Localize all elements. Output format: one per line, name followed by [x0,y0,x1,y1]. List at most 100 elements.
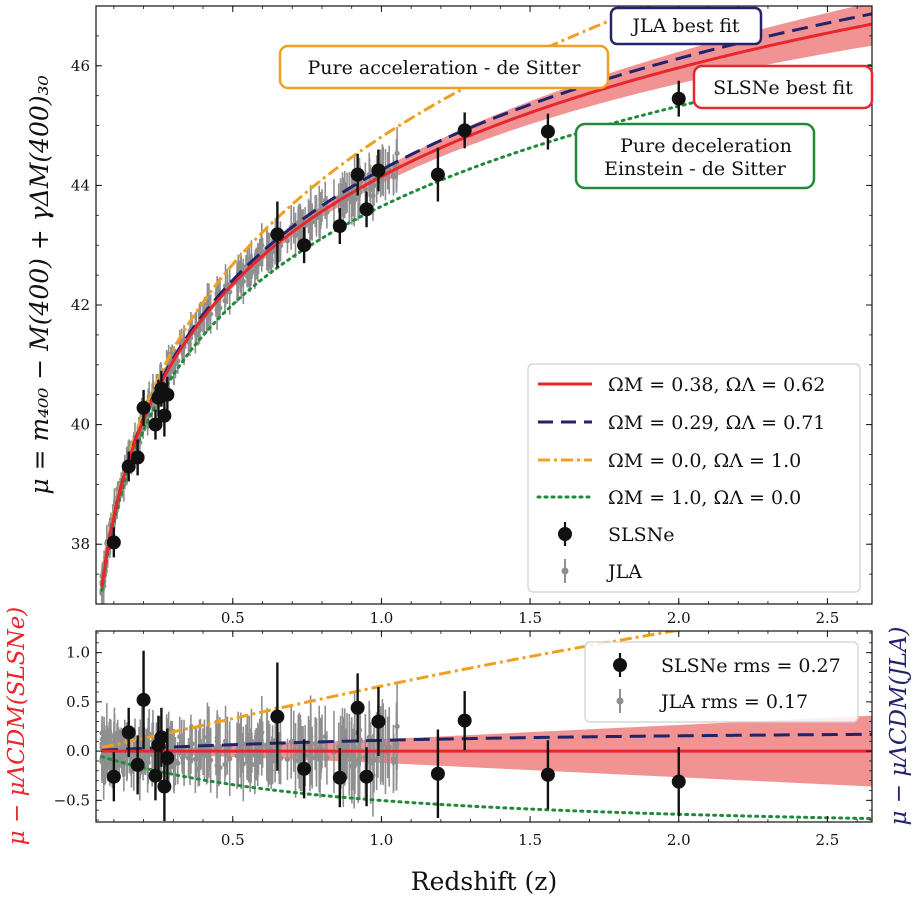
jla-point [252,268,258,274]
slsne-residual-point [540,767,555,782]
annotation-pure-acceleration-text: Pure acceleration - de Sitter [308,57,582,79]
x-axis-label: Redshift (z) [411,867,557,896]
x-tick-label: 1.5 [518,609,542,627]
jla-residual-point [140,753,146,759]
legend-label-best-fit-jla: ΩM = 0.29, ΩΛ = 0.71 [608,412,825,434]
jla-residual-point [270,752,276,758]
top-legend: ΩM = 0.38, ΩΛ = 0.62 ΩM = 0.29, ΩΛ = 0.7… [527,363,861,593]
slsne-residual-point [136,692,151,707]
jla-residual-point [371,757,377,763]
bottom-y-axis-label-left: μ − μΛCDM(SLSNe) [4,607,30,845]
jla-residual-point [391,759,397,765]
jla-residual-point [366,734,372,740]
legend-label-de-sitter: ΩM = 0.0, ΩΛ = 1.0 [608,450,801,472]
jla-residual-point [214,738,220,745]
y-tick-label: 42 [71,296,90,314]
jla-residual-point [313,752,320,758]
jla-point [349,199,355,205]
jla-residual-point [227,756,233,762]
slsne-point [148,417,163,432]
top-y-axis-label: μ = m₄₀₀ − M(400) + γΔM(400)₃₀ [25,75,54,494]
x-tick-label: 0.5 [221,609,245,627]
jla-point [195,332,201,338]
legend-swatch-jla-rms-marker [616,697,624,705]
slsne-residual-point [130,757,145,772]
legend-label-best-fit-slsne: ΩM = 0.38, ΩΛ = 0.62 [608,374,825,396]
jla-point [206,302,212,308]
slsne-point [297,238,312,253]
bottom-axis-ticks: 0.5 1.0 1.5 2.0 2.5 −0.5 0.0 0.5 1.0 [54,631,872,849]
annotation-jla-best-fit-text: JLA best fit [630,15,739,37]
slsne-point [130,450,145,465]
slsne-residual-point [332,770,347,785]
legend-label-einstein-de-sitter: ΩM = 1.0, ΩΛ = 0.0 [608,487,801,509]
bottom-legend-frame [584,641,859,723]
x-tick-label: 2.5 [815,609,839,627]
bottom-y-axis-label-right: μ − μΛCDM(JLA) [886,626,912,825]
jla-residual-point [177,734,183,740]
jla-residual-point [342,744,348,750]
jla-residual-point [288,739,294,745]
residual-curves [100,631,872,821]
slsne-residual-point [371,714,386,729]
jla-residual-point [385,744,391,750]
slsne-point [671,91,686,106]
bottom-plot-frame [95,630,873,823]
jla-point [292,232,299,239]
y-tick-label: 44 [71,176,90,194]
slsne-point [540,124,555,139]
jla-point [222,283,229,289]
x-tick-label: 1.0 [369,609,393,627]
jla-residual-point [168,745,174,751]
y-tick-label: 0.5 [66,693,90,711]
top-legend-frame [527,363,861,593]
jla-point [337,200,344,207]
legend-label-jla: JLA [606,561,642,583]
bottom-panel: 0.5 1.0 1.5 2.0 2.5 −0.5 0.0 0.5 1.0 μ − μΛCDM(S… [4,607,912,896]
top-plot-frame [95,5,873,605]
jla-residual-point [393,744,400,750]
slsne-residual-point [154,730,169,745]
slsne-residual-point [457,713,472,728]
jla-point [278,242,284,249]
slsne-point [160,387,175,402]
jla-point [317,215,323,221]
annotation-pure-acceleration: Pure acceleration - de Sitter [278,44,610,90]
jla-residual-point [244,752,250,758]
jla-point [362,186,368,192]
jla-residual-point [317,757,323,763]
annotation-pure-deceleration: Pure deceleration Einstein - de Sitter [574,122,816,190]
jla-residual-point [322,733,328,740]
slsne-residual-point [106,769,121,784]
jla-residual-point [252,761,258,768]
jla-point [295,220,301,226]
jla-residual-point [146,731,152,737]
legend-swatch-jla-marker [561,567,569,575]
slsne-residual-point [671,774,686,789]
slsne-point [359,202,374,217]
jla-point [391,174,397,180]
y-tick-label: 38 [71,535,90,553]
slsne-confidence-band [101,6,872,588]
x-tick-label: 2.5 [815,831,839,849]
slsne-residual-point [157,779,172,794]
jla-residual-point [292,757,299,764]
slsne-point [430,167,445,182]
jla-point [175,358,181,364]
annotation-slsne-best-fit: SLSNe best fit [692,64,874,110]
slsne-point [350,167,365,182]
y-tick-label: 40 [71,416,90,434]
slsne-data-points [106,80,686,558]
y-tick-label: 0.0 [66,742,90,760]
jla-residual-point [206,739,212,745]
slsne-residual-point [121,725,136,740]
jla-point [371,183,377,189]
jla-residual-point [108,733,114,739]
residual-curve-dashdot [101,631,683,749]
legend-swatch-slsne-marker [558,527,572,541]
jla-residual-point [246,745,252,751]
x-tick-label: 0.5 [221,831,245,849]
annotation-pure-deceleration-line-2: Einstein - de Sitter [604,158,787,180]
curve-solid [100,22,872,588]
jla-point [284,238,291,244]
